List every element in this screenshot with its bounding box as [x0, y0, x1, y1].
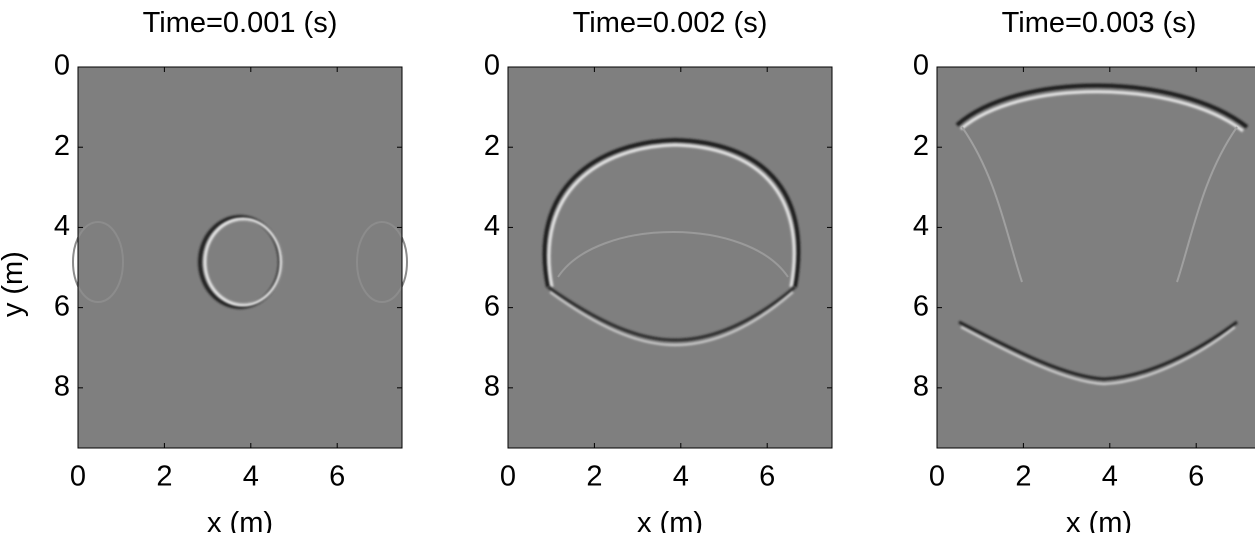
y-axis-label: y (m)	[0, 251, 29, 317]
axes-frame	[507, 66, 833, 449]
x-tick-label: 4	[673, 461, 689, 493]
y-tick-label: 8	[913, 370, 929, 402]
axes-frame	[936, 66, 1255, 449]
y-tick-label: 0	[913, 50, 929, 82]
wavefront	[203, 217, 283, 307]
y-tick-label: 6	[913, 290, 929, 322]
wavefront	[547, 143, 796, 288]
panel-title: Time=0.003 (s)	[1002, 7, 1197, 39]
wavefront	[955, 83, 1249, 129]
image-area	[508, 67, 832, 448]
x-tick-label: 2	[1015, 461, 1031, 493]
wavefield	[955, 83, 1249, 386]
x-tick-label: 2	[586, 461, 602, 493]
panel: Time=0.001 (s) 0 2 4 6 0 2 4 6 8 x (m) y (m)	[0, 7, 408, 533]
x-tick-label: 4	[1102, 461, 1118, 493]
y-tick-label: 2	[913, 130, 929, 162]
y-tick-label: 0	[484, 50, 500, 82]
x-axis-label: x (m)	[207, 507, 273, 533]
panel: Time=0.002 (s) 0 2 4 6 0 2 4 6 8 x (m)	[484, 7, 833, 533]
wavefront	[557, 231, 789, 278]
wavefront	[960, 326, 1236, 386]
wavefront	[356, 221, 408, 303]
wavefield	[542, 137, 801, 347]
image-area	[937, 67, 1255, 448]
wavefield	[72, 215, 408, 309]
wavefront	[961, 126, 1023, 283]
y-tick-label: 6	[54, 290, 70, 322]
x-tick-label: 6	[759, 461, 775, 493]
x-tick-label: 2	[156, 461, 172, 493]
axes-frame	[77, 66, 403, 449]
x-tick-label: 0	[500, 461, 516, 493]
x-tick-label: 6	[329, 461, 345, 493]
y-tick-label: 2	[54, 130, 70, 162]
panel: Time=0.003 (s) 0 2 4 6 0 2 4 6 8 x (m)	[913, 7, 1255, 533]
y-tick-label: 4	[913, 210, 929, 242]
panel-title: Time=0.001 (s)	[143, 7, 338, 39]
x-tick-label: 0	[929, 461, 945, 493]
image-area	[78, 67, 402, 448]
y-tick-label: 6	[484, 290, 500, 322]
y-tick-label: 4	[54, 210, 70, 242]
y-tick-label: 4	[484, 210, 500, 242]
y-tick-label: 8	[54, 370, 70, 402]
y-tick-label: 2	[484, 130, 500, 162]
wavefront	[549, 291, 794, 347]
wavefront	[72, 221, 124, 303]
wavefront	[958, 320, 1238, 381]
wavefront	[960, 90, 1244, 133]
x-tick-label: 6	[1188, 461, 1204, 493]
wavefront	[542, 137, 801, 288]
wavefront	[547, 285, 796, 342]
wavefront	[1176, 126, 1238, 283]
x-tick-label: 0	[70, 461, 86, 493]
x-axis-label: x (m)	[1066, 507, 1132, 533]
x-tick-label: 4	[243, 461, 259, 493]
y-tick-label: 8	[484, 370, 500, 402]
y-tick-label: 0	[54, 50, 70, 82]
panel-title: Time=0.002 (s)	[573, 7, 768, 39]
x-axis-label: x (m)	[637, 507, 703, 533]
